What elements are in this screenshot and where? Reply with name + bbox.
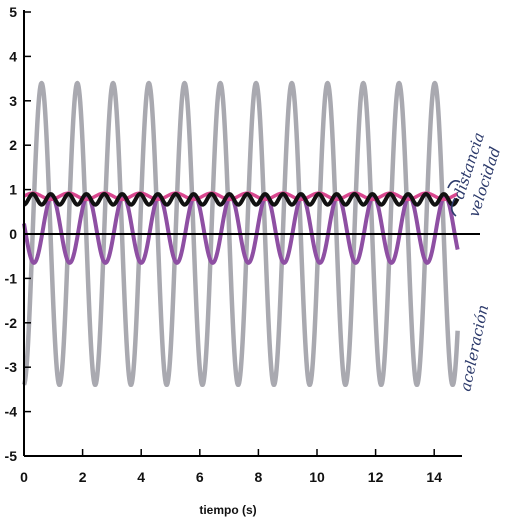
y-tick-label: 0 [9, 226, 17, 242]
y-tick-label: -1 [5, 270, 18, 286]
y-tick-label: 4 [9, 48, 17, 64]
x-tick-label: 12 [368, 469, 384, 485]
y-tick-label: 5 [9, 4, 17, 20]
x-tick-label: 4 [137, 469, 145, 485]
y-tick-label: -4 [5, 404, 18, 420]
y-tick-label: 2 [9, 137, 17, 153]
series-line-distancia [22, 191, 459, 202]
y-tick-label: -3 [5, 359, 18, 375]
x-tick-label: 2 [79, 469, 87, 485]
x-tick-group: 0 2 4 6 8 10 12 14 [20, 449, 442, 485]
x-tick-label: 0 [20, 469, 28, 485]
x-axis-label: tiempo (s) [199, 503, 256, 517]
y-tick-label: 3 [9, 93, 17, 109]
y-tick-label: -5 [5, 448, 18, 464]
x-tick-label: 10 [309, 469, 325, 485]
y-tick-group: 5 4 3 2 1 0 -1 -2 -3 -4 -5 [5, 4, 31, 464]
x-tick-label: 6 [196, 469, 204, 485]
series-layer [21, 80, 460, 388]
x-tick-label: 8 [255, 469, 263, 485]
series-line-velocidad [22, 194, 460, 265]
series-line-aceleración [21, 80, 460, 388]
annotation-aceleracion: aceleración [456, 303, 492, 393]
series-line-unlabeled [22, 192, 460, 207]
x-tick-label: 14 [426, 469, 442, 485]
y-tick-label: 1 [9, 182, 17, 198]
y-tick-label: -2 [5, 315, 18, 331]
annotation-aceleracion-label: aceleración [456, 303, 492, 393]
annotation-arrow [447, 180, 461, 217]
